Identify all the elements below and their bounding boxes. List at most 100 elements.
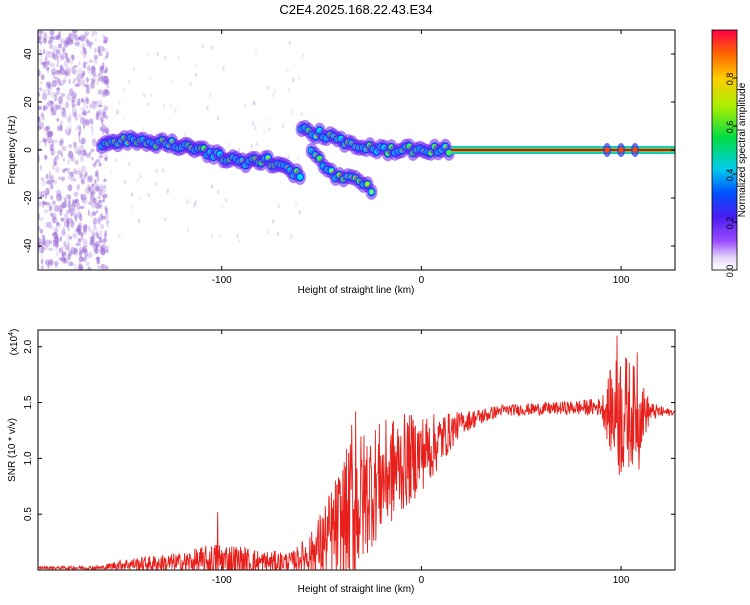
speckle-dot — [103, 178, 107, 183]
speckle-dot — [75, 242, 81, 247]
speckle-dot — [59, 138, 64, 144]
speckle-dot — [86, 187, 91, 195]
speckle-dot — [95, 244, 98, 252]
speckle-dot — [92, 138, 97, 143]
speckle-dot — [93, 226, 97, 231]
speckle-dot — [164, 55, 167, 61]
speckle-dot — [71, 219, 74, 226]
speckle-dot — [61, 251, 67, 257]
speckle-dot — [54, 242, 60, 248]
speckle-dot — [186, 228, 190, 233]
speckle-dot — [88, 175, 93, 183]
speckle-dot — [88, 151, 93, 155]
speckle-dot — [46, 60, 51, 66]
speckle-dot — [295, 202, 298, 208]
speckle-dot — [96, 77, 100, 86]
speckle-dot — [56, 87, 61, 91]
speckle-dot — [74, 214, 78, 222]
speckle-dot — [70, 91, 77, 99]
speckle-dot — [49, 100, 55, 105]
speckle-dot — [80, 154, 84, 162]
speckle-dot — [71, 95, 75, 102]
speckle-dot — [62, 79, 67, 84]
speckle-dot — [83, 223, 88, 230]
snr-x-label: Height of straight line (km) — [298, 584, 415, 595]
speckle-dot — [104, 68, 108, 73]
speckle-dot — [56, 221, 60, 226]
speckle-dot — [104, 230, 108, 237]
speckle-dot — [71, 202, 76, 211]
speckle-dot — [48, 259, 54, 266]
speckle-dot — [56, 104, 61, 110]
speckle-dot — [68, 196, 71, 204]
speckle-dot — [100, 65, 104, 73]
speckle-dot — [100, 263, 106, 270]
speckle-dot — [59, 196, 64, 201]
speckle-dot — [61, 145, 67, 152]
speckle-dot — [103, 40, 107, 44]
speckle-dot — [58, 204, 64, 213]
speckle-dot — [52, 71, 55, 76]
speckle-dot — [84, 97, 90, 105]
speckle-dot — [41, 116, 45, 121]
speckle-dot — [73, 141, 76, 147]
speckle-dot — [78, 144, 85, 153]
speckle-dot — [98, 49, 101, 55]
speckle-dot — [75, 39, 81, 48]
y-tick-label: 1.5 — [23, 395, 34, 409]
speckle-dot — [188, 198, 191, 204]
spectrogram-panel: -100 0 100 -40 -20 0 20 40 Height of straight l… — [7, 29, 676, 296]
speckle-dot — [105, 265, 109, 270]
speckle-dot — [38, 107, 41, 111]
speckle-dot — [210, 184, 214, 189]
speckle-dot — [276, 231, 279, 237]
speckle-dot — [75, 170, 81, 176]
speckle-dot — [47, 67, 49, 75]
speckle-dot — [91, 65, 95, 71]
speckle-dot — [63, 243, 68, 250]
speckle-dot — [57, 79, 62, 85]
speckle-dot — [78, 36, 82, 41]
speckle-dot — [38, 155, 41, 163]
speckle-dot — [38, 57, 43, 63]
speckle-dot — [59, 208, 63, 217]
speckle-dot — [97, 217, 100, 224]
speckle-dot — [38, 105, 43, 110]
speckle-dot — [66, 93, 71, 102]
speckle-dot — [106, 50, 110, 55]
speckle-dot — [147, 51, 150, 56]
speckle-dot — [79, 34, 85, 42]
speckle-dot — [62, 51, 66, 55]
speckle-dot — [104, 36, 107, 44]
speckle-dot — [49, 170, 52, 177]
speckle-dot — [164, 217, 167, 222]
speckle-dot — [53, 139, 59, 144]
colorbar-gradient — [711, 29, 738, 271]
speckle-dot — [95, 209, 99, 214]
speckle-dot — [70, 153, 74, 161]
speckle-dot — [87, 183, 90, 192]
speckle-dot — [45, 125, 51, 131]
speckle-dot — [61, 176, 66, 181]
speckle-dot — [263, 129, 266, 134]
speckle-dot — [83, 173, 87, 180]
speckle-dot — [53, 36, 59, 41]
speckle-dot — [70, 212, 73, 217]
speckle-dot — [91, 80, 96, 83]
speckle-dot — [289, 235, 292, 240]
speckle-dot — [98, 162, 102, 167]
speckle-dot — [91, 156, 94, 161]
speckle-dot — [105, 219, 110, 225]
speckle-dot — [69, 37, 73, 42]
speckle-dot — [88, 201, 93, 205]
speckle-dot — [221, 205, 224, 210]
speckle-dot — [71, 54, 75, 61]
speckle-dot — [78, 256, 83, 262]
speckle-dot — [74, 160, 79, 165]
speckle-dot — [52, 62, 56, 70]
speckle-dot — [42, 88, 47, 94]
speckle-dot — [53, 103, 58, 112]
speckle-dot — [59, 124, 63, 132]
speckle-dot — [94, 160, 97, 165]
speckle-dot — [104, 245, 110, 250]
